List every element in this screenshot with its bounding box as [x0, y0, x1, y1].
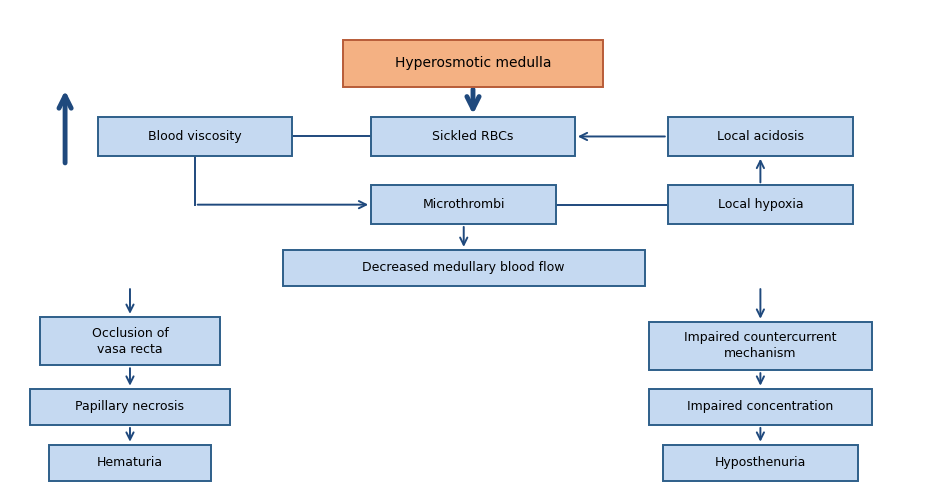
- FancyBboxPatch shape: [371, 185, 556, 224]
- Text: Hyposthenuria: Hyposthenuria: [715, 456, 806, 469]
- FancyBboxPatch shape: [663, 444, 858, 481]
- FancyBboxPatch shape: [40, 317, 220, 365]
- Text: Occlusion of
vasa recta: Occlusion of vasa recta: [92, 327, 168, 355]
- Text: Local hypoxia: Local hypoxia: [718, 198, 803, 211]
- Text: Local acidosis: Local acidosis: [717, 130, 804, 143]
- Text: Sickled RBCs: Sickled RBCs: [432, 130, 514, 143]
- FancyBboxPatch shape: [30, 389, 230, 425]
- Text: Hematuria: Hematuria: [96, 456, 163, 469]
- FancyBboxPatch shape: [649, 389, 871, 425]
- Text: Impaired concentration: Impaired concentration: [688, 400, 833, 414]
- Text: Blood viscosity: Blood viscosity: [149, 130, 241, 143]
- Text: Hyperosmotic medulla: Hyperosmotic medulla: [394, 57, 552, 71]
- FancyBboxPatch shape: [283, 249, 644, 286]
- FancyBboxPatch shape: [668, 185, 853, 224]
- Text: Papillary necrosis: Papillary necrosis: [76, 400, 184, 414]
- FancyBboxPatch shape: [97, 117, 292, 156]
- Text: Impaired countercurrent
mechanism: Impaired countercurrent mechanism: [684, 331, 836, 360]
- FancyBboxPatch shape: [343, 40, 603, 86]
- FancyBboxPatch shape: [371, 117, 575, 156]
- FancyBboxPatch shape: [49, 444, 211, 481]
- FancyBboxPatch shape: [649, 322, 871, 370]
- Text: Microthrombi: Microthrombi: [423, 198, 505, 211]
- Text: Decreased medullary blood flow: Decreased medullary blood flow: [362, 261, 565, 274]
- FancyBboxPatch shape: [668, 117, 853, 156]
